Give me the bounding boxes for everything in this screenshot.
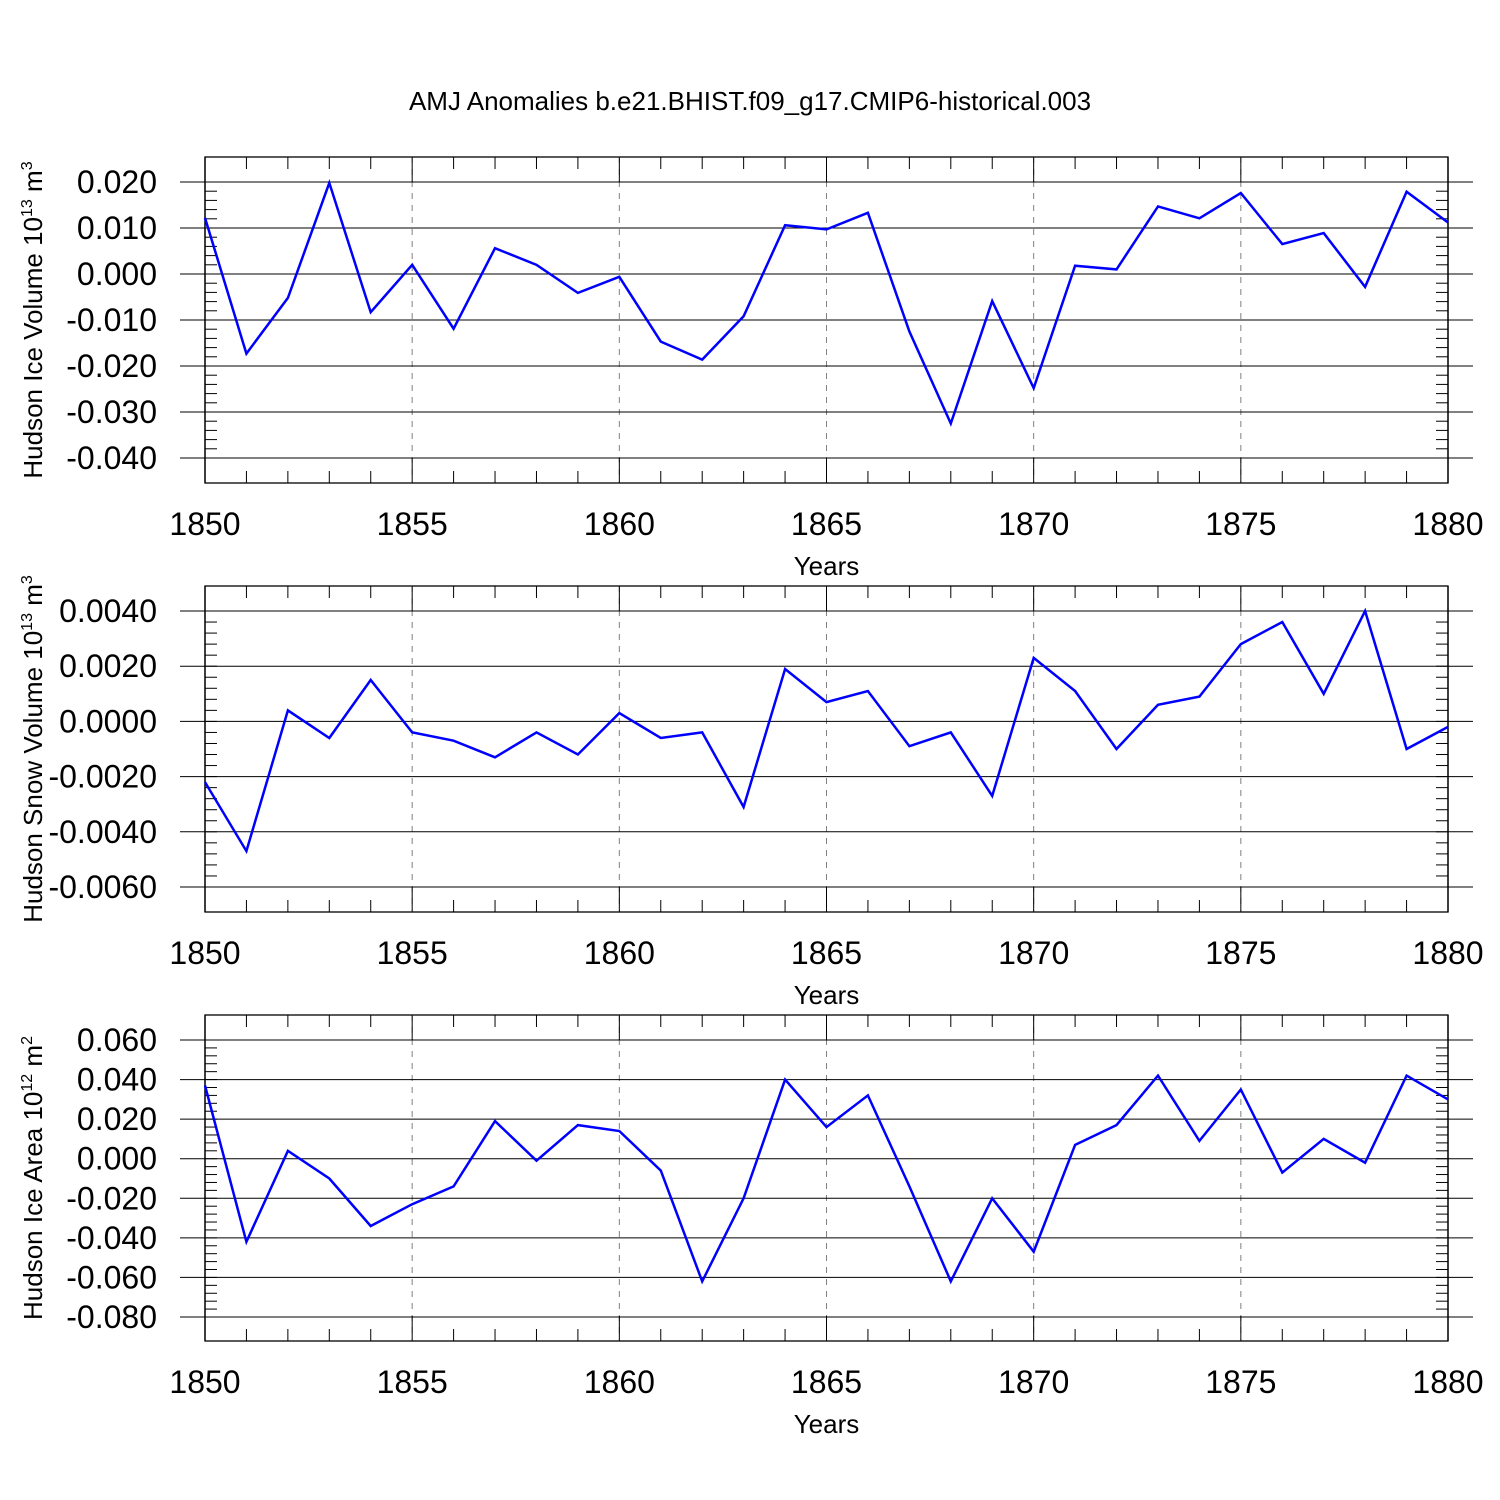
series-line <box>203 607 1449 855</box>
x-tick-label: 1870 <box>998 506 1069 542</box>
y-axis-title-unit-exponent: 3 <box>19 575 36 584</box>
y-tick-label: -0.0060 <box>48 869 157 905</box>
y-axis-title: Hudson Ice Area 1012 m2 <box>18 1036 48 1320</box>
y-tick-label: -0.020 <box>66 348 157 384</box>
y-tick-label: -0.060 <box>66 1259 157 1295</box>
x-axis-title: Years <box>794 551 860 581</box>
y-tick-label: -0.080 <box>66 1299 157 1335</box>
x-tick-label: 1860 <box>584 506 655 542</box>
y-axis-title-text: Hudson Ice Volume 10 <box>18 217 48 479</box>
x-tick-label: 1870 <box>998 935 1069 971</box>
chart-title: AMJ Anomalies b.e21.BHIST.f09_g17.CMIP6-… <box>409 86 1091 116</box>
y-tick-label: 0.000 <box>77 1141 157 1177</box>
y-tick-label: 0.020 <box>77 164 157 200</box>
y-axis-title-unit: m <box>18 584 48 613</box>
x-tick-label: 1880 <box>1412 935 1483 971</box>
y-axis-title-exponent: 13 <box>19 199 36 217</box>
x-tick-label: 1880 <box>1412 1364 1483 1400</box>
y-tick-label: -0.0020 <box>48 759 157 795</box>
y-axis-title: Hudson Snow Volume 1013 m3 <box>18 575 48 923</box>
x-tick-label: 1875 <box>1205 1364 1276 1400</box>
x-tick-label: 1875 <box>1205 935 1276 971</box>
x-tick-label: 1850 <box>169 1364 240 1400</box>
y-tick-label: -0.040 <box>66 1220 157 1256</box>
y-tick-label: 0.000 <box>77 256 157 292</box>
y-axis-title: Hudson Ice Volume 1013 m3 <box>18 161 48 478</box>
x-axis-title: Years <box>794 1409 860 1439</box>
x-tick-label: 1855 <box>377 1364 448 1400</box>
x-tick-label: 1865 <box>791 1364 862 1400</box>
y-axis-title-unit-exponent: 2 <box>19 1036 36 1045</box>
x-axis-title: Years <box>794 980 860 1010</box>
series-line <box>203 179 1449 427</box>
y-axis-title-unit-exponent: 3 <box>19 161 36 170</box>
y-tick-label: 0.040 <box>77 1062 157 1098</box>
y-tick-label: -0.040 <box>66 440 157 476</box>
x-tick-label: 1855 <box>377 935 448 971</box>
y-tick-label: -0.010 <box>66 302 157 338</box>
y-tick-label: 0.0040 <box>59 593 157 629</box>
y-tick-label: -0.0040 <box>48 814 157 850</box>
y-axis-title-unit: m <box>18 170 48 199</box>
y-tick-label: 0.0020 <box>59 648 157 684</box>
x-tick-label: 1860 <box>584 1364 655 1400</box>
y-tick-label: 0.0000 <box>59 703 157 739</box>
x-tick-label: 1865 <box>791 506 862 542</box>
x-tick-label: 1860 <box>584 935 655 971</box>
y-axis-title-unit: m <box>18 1045 48 1074</box>
x-tick-label: 1865 <box>791 935 862 971</box>
x-tick-label: 1850 <box>169 935 240 971</box>
series-line <box>203 1073 1449 1285</box>
y-axis-title-exponent: 13 <box>19 613 36 631</box>
panel-ice-volume: 0.020 0.010 0.000 -0.010 -0.020 -0.030 -0.040 1… <box>18 156 1484 581</box>
x-tick-label: 1850 <box>169 506 240 542</box>
y-tick-label: 0.020 <box>77 1101 157 1137</box>
x-tick-label: 1855 <box>377 506 448 542</box>
x-tick-label: 1880 <box>1412 506 1483 542</box>
y-tick-label: -0.030 <box>66 394 157 430</box>
y-axis-title-text: Hudson Ice Area 10 <box>18 1092 48 1320</box>
panel-snow-volume: 0.0040 0.0020 0.0000 -0.0020 -0.0040 -0.0060 1… <box>18 575 1484 1010</box>
y-tick-label: 0.010 <box>77 210 157 246</box>
x-tick-label: 1875 <box>1205 506 1276 542</box>
y-tick-label: 0.060 <box>77 1022 157 1058</box>
y-axis-title-exponent: 12 <box>19 1074 36 1092</box>
y-tick-label: -0.020 <box>66 1180 157 1216</box>
y-axis-title-text: Hudson Snow Volume 10 <box>18 631 48 923</box>
x-tick-label: 1870 <box>998 1364 1069 1400</box>
